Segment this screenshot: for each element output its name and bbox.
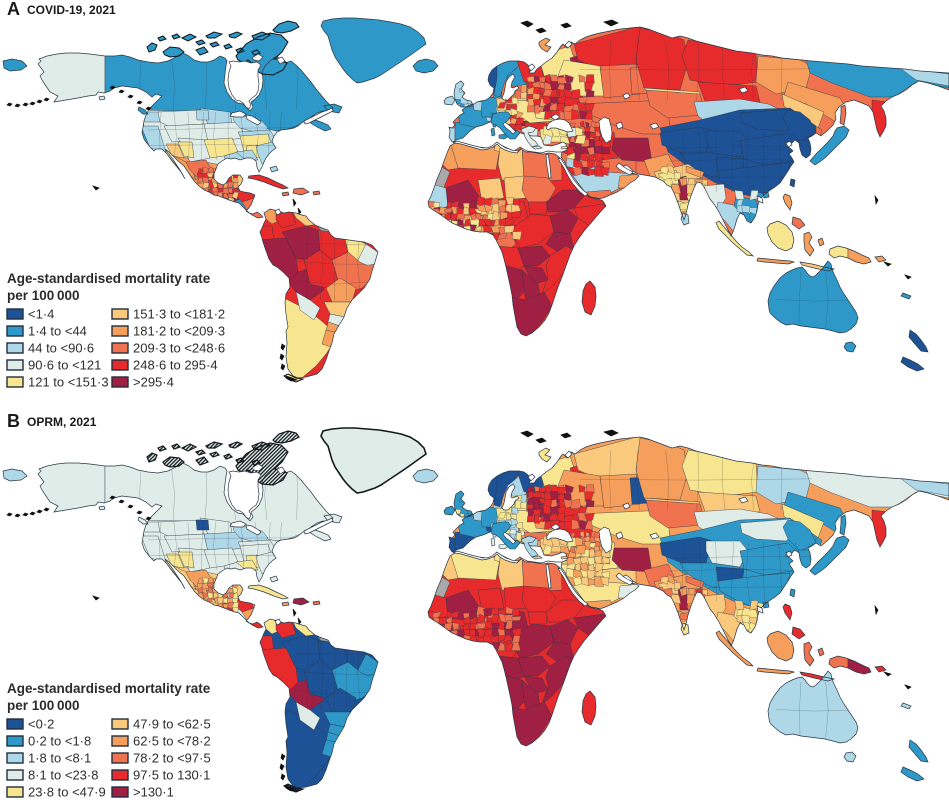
svg-text:181·2 to <209·3: 181·2 to <209·3 [133,324,225,339]
svg-text:<1·4: <1·4 [28,307,54,322]
svg-text:per 100 000: per 100 000 [7,288,80,303]
svg-text:<0·2: <0·2 [28,717,54,732]
svg-text:23·8 to <47·9: 23·8 to <47·9 [28,785,106,800]
svg-text:B: B [7,411,20,431]
svg-text:per 100 000: per 100 000 [7,698,80,713]
svg-text:COVID-19, 2021: COVID-19, 2021 [27,3,116,17]
svg-text:47·9 to <62·5: 47·9 to <62·5 [133,717,211,732]
svg-text:0·2 to <1·8: 0·2 to <1·8 [28,734,91,749]
svg-text:97·5 to 130·1: 97·5 to 130·1 [133,768,210,783]
svg-text:>295·4: >295·4 [133,375,174,390]
svg-text:8·1 to <23·8: 8·1 to <23·8 [28,768,98,783]
svg-text:78·2 to <97·5: 78·2 to <97·5 [133,751,211,766]
svg-text:209·3 to <248·6: 209·3 to <248·6 [133,341,225,356]
svg-text:62·5 to <78·2: 62·5 to <78·2 [133,734,211,749]
svg-text:OPRM, 2021: OPRM, 2021 [27,415,97,429]
svg-text:90·6 to <121: 90·6 to <121 [28,358,101,373]
svg-text:1·8 to <8·1: 1·8 to <8·1 [28,751,91,766]
svg-text:44 to <90·6: 44 to <90·6 [28,341,94,356]
svg-text:121 to <151·3: 121 to <151·3 [28,375,109,390]
svg-text:Age-standardised mortality rat: Age-standardised mortality rate [7,271,211,286]
svg-text:151·3 to <181·2: 151·3 to <181·2 [133,307,225,322]
svg-text:>130·1: >130·1 [133,785,174,800]
svg-text:Age-standardised mortality rat: Age-standardised mortality rate [7,681,211,696]
svg-text:A: A [7,0,20,19]
svg-text:248·6 to 295·4: 248·6 to 295·4 [133,358,218,373]
svg-text:1·4 to <44: 1·4 to <44 [28,324,87,339]
